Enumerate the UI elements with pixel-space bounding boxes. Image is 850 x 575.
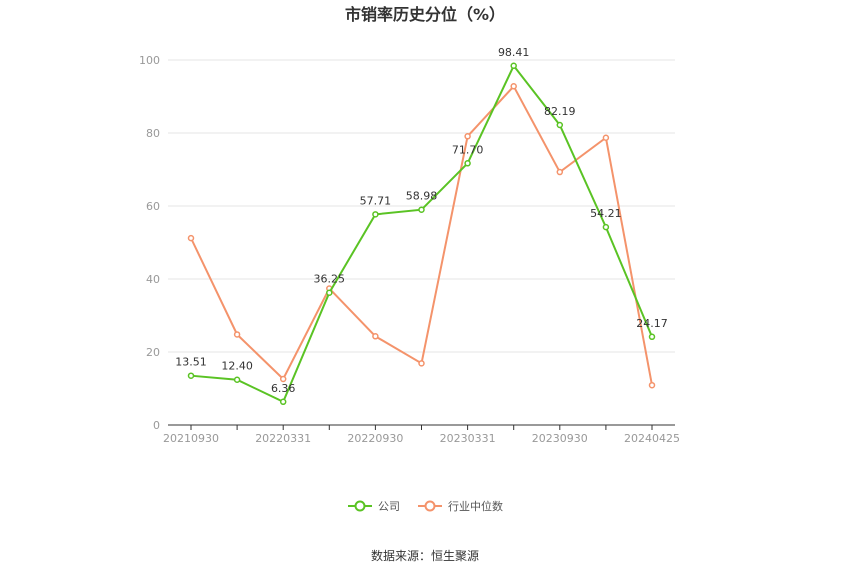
series-point-0 [556, 121, 564, 129]
series-point-0 [372, 211, 379, 218]
data-label: 71.70 [452, 143, 484, 156]
y-tick-label: 0 [153, 419, 160, 432]
source-note: 数据来源：恒生聚源 [371, 548, 479, 563]
series-point-0 [279, 398, 287, 406]
y-tick-label: 80 [146, 127, 160, 140]
data-labels: 13.51 12.40 6.36 36.25 57.71 58.98 71.70 98.41 8… [175, 46, 668, 395]
x-tick-label: 20240425 [624, 432, 680, 445]
x-tick-label: 20220331 [255, 432, 311, 445]
legend-marker [424, 500, 436, 512]
grid [168, 59, 675, 353]
data-label: 98.41 [498, 46, 530, 59]
series-point-0 [648, 333, 656, 341]
series-point-0 [510, 62, 517, 70]
series-point-1 [187, 234, 195, 242]
x-tick-label: 20220930 [347, 432, 403, 445]
x-tick-label: 20230331 [440, 432, 496, 445]
legend-label: 公司 [378, 500, 400, 513]
x-tick-label: 20230930 [532, 432, 588, 445]
series-point-1 [418, 360, 425, 367]
legend-item[interactable]: 公司 [348, 500, 400, 513]
series-point-0 [602, 223, 610, 231]
y-tick-label: 60 [146, 200, 160, 213]
series-point-1 [279, 375, 287, 383]
data-label: 57.71 [360, 194, 392, 207]
series-point-0 [233, 376, 241, 383]
y-tick-label: 40 [146, 273, 160, 286]
data-label: 13.51 [175, 356, 207, 369]
series-point-1 [464, 133, 471, 140]
series-point-1 [648, 381, 656, 389]
series-layer [187, 62, 656, 406]
y-tick-label: 100 [139, 54, 160, 67]
legend[interactable]: 公司 行业中位数 [348, 499, 503, 513]
chart-title: 市销率历史分位（%） [345, 5, 505, 24]
x-axis: 20210930 20220331 20220930 20230331 20230930… [163, 424, 680, 445]
legend-item[interactable]: 行业中位数 [418, 499, 503, 513]
series-line-0 [190, 63, 653, 404]
data-label: 36.25 [314, 273, 346, 286]
series-point-1 [372, 333, 379, 340]
series-point-0 [464, 160, 471, 167]
data-label: 6.36 [271, 382, 296, 395]
data-label: 54.21 [590, 207, 622, 220]
series-point-0 [418, 206, 425, 213]
y-axis: 0 20 40 60 80 100 [139, 54, 160, 432]
legend-marker [354, 500, 366, 512]
x-tick-label: 20210930 [163, 432, 219, 445]
series-line-1 [190, 84, 653, 386]
y-tick-label: 20 [146, 346, 160, 359]
series-point-1 [510, 83, 517, 90]
series-point-1 [556, 168, 564, 176]
series-point-0 [326, 289, 333, 296]
legend-label: 行业中位数 [448, 499, 503, 513]
data-label: 12.40 [221, 360, 253, 373]
series-point-1 [602, 134, 610, 141]
series-point-1 [233, 331, 241, 338]
data-label: 24.17 [636, 317, 668, 330]
data-label: 58.98 [406, 190, 438, 203]
series-point-0 [187, 372, 195, 379]
data-label: 82.19 [544, 105, 576, 118]
